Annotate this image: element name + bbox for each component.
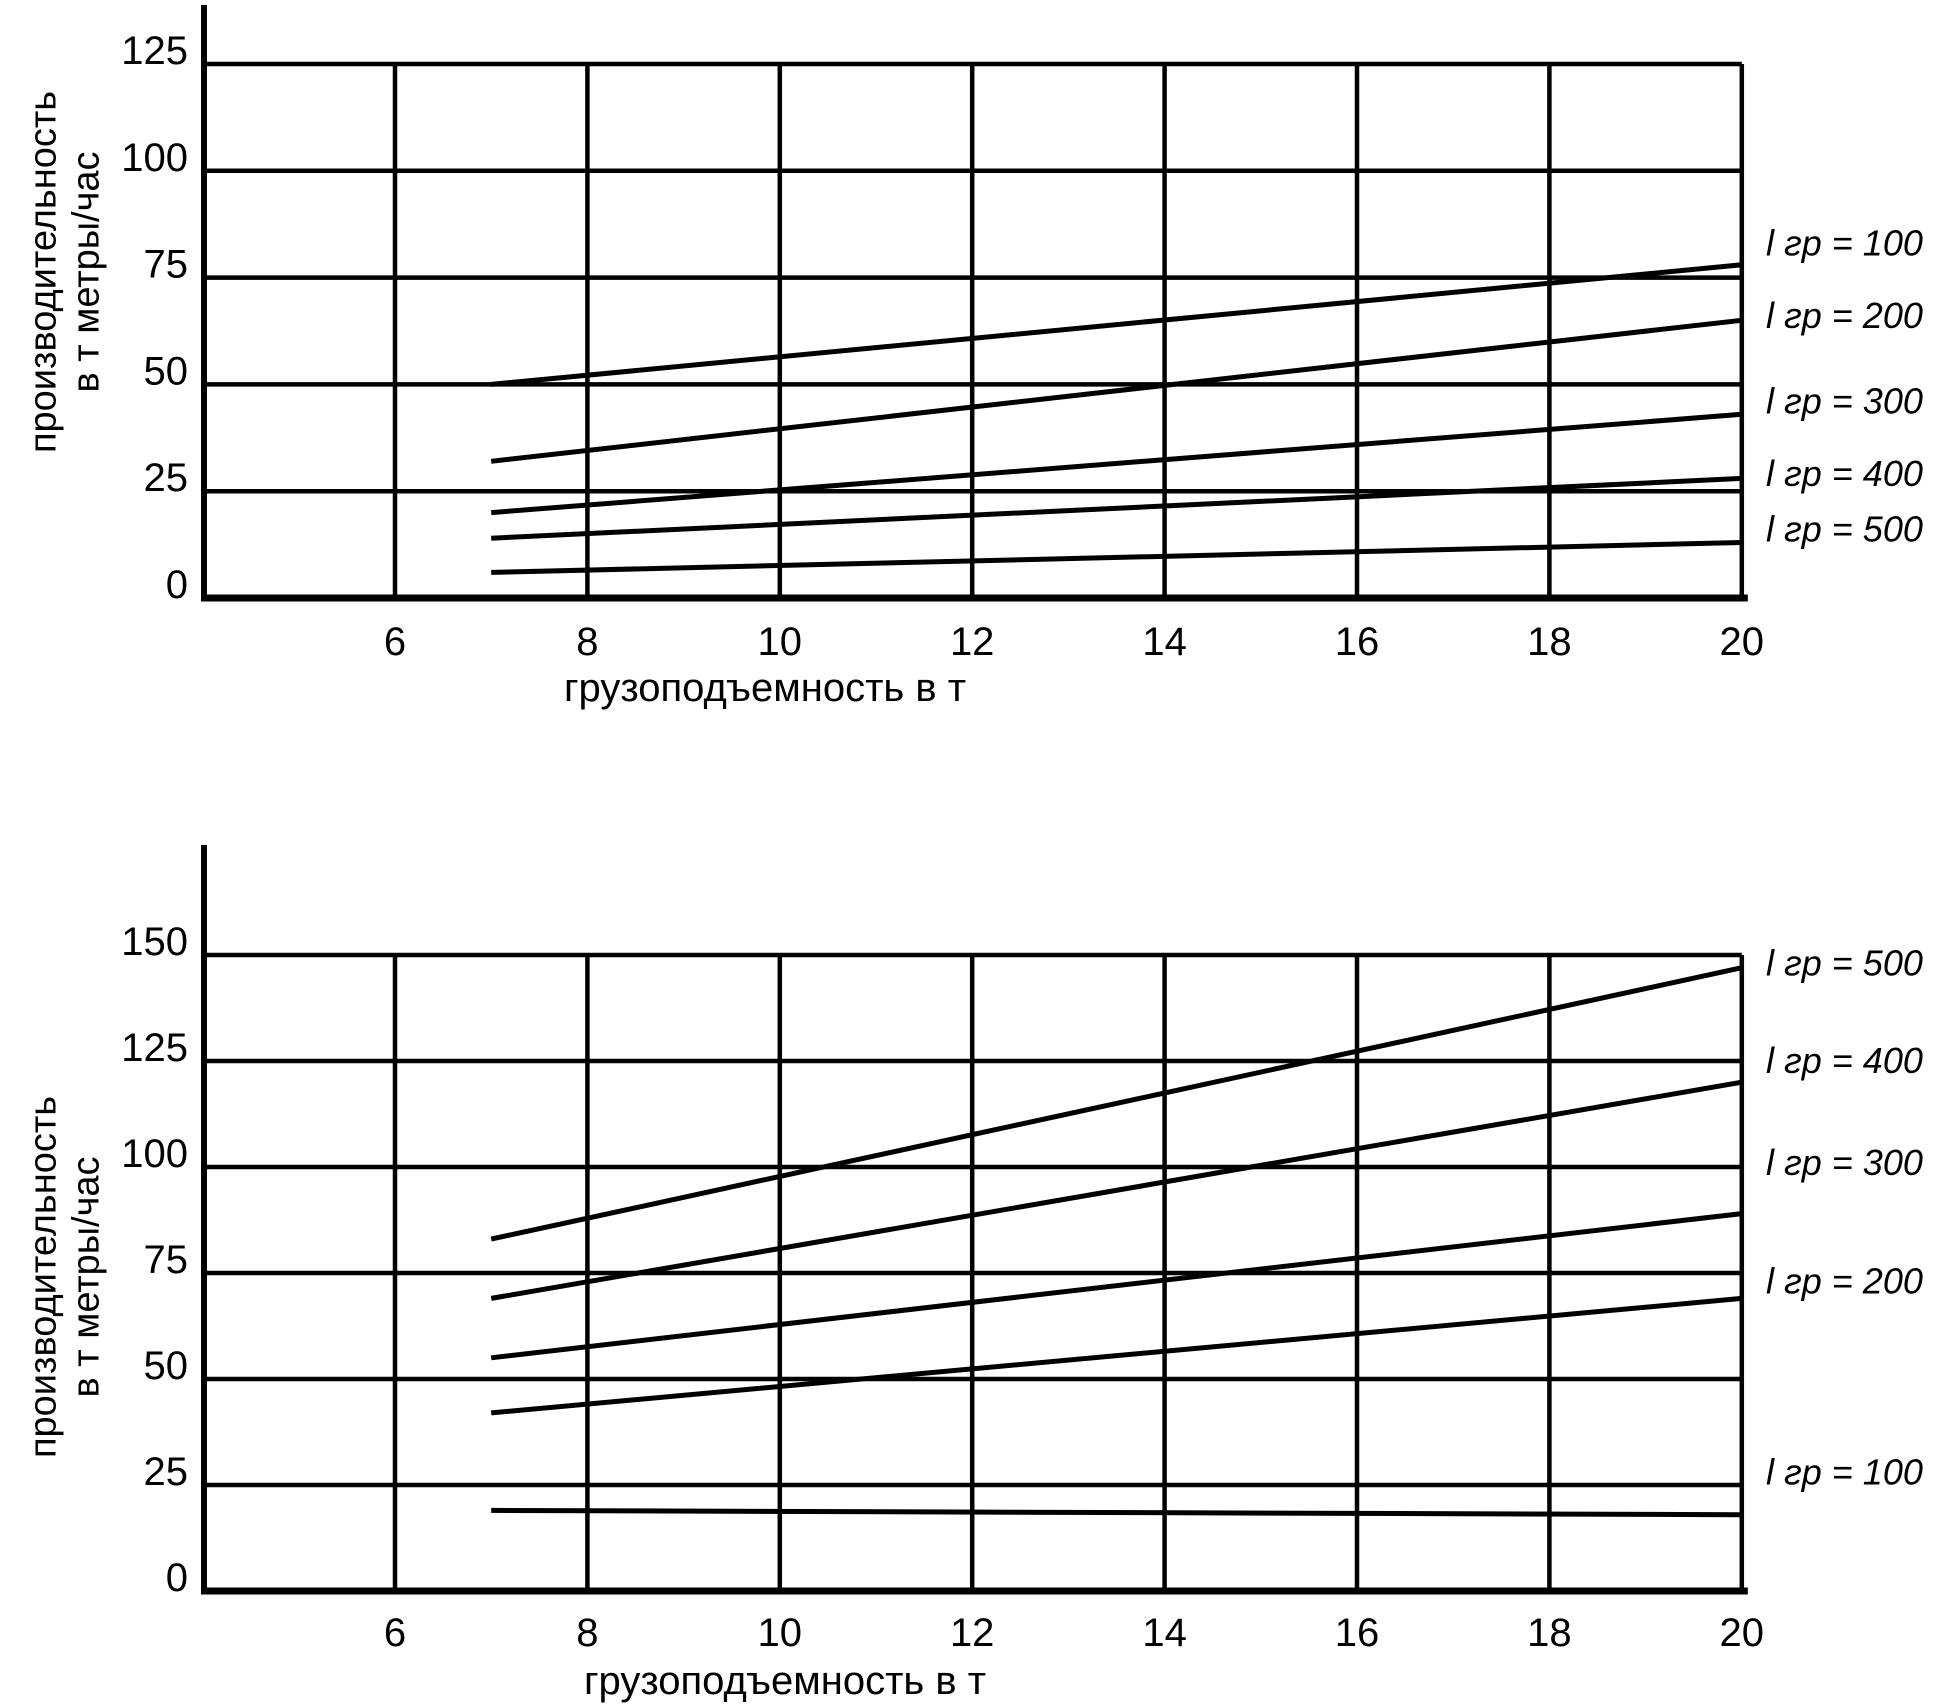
x-tick-label: 18 [1527,620,1572,664]
y-axis-title-line1: производительность [22,91,64,453]
y-tick-label: 125 [121,1026,188,1070]
y-tick-label: 0 [166,563,188,607]
x-tick-label: 8 [576,620,598,664]
series-label: l гр = 400 [1766,453,1923,494]
chart-bottom: 0 25 50 75 100 125 150 6 8 10 12 14 16 18 20 грузоподъе… [22,845,1923,1703]
y-axis-title-line2: в т метры/час [65,151,107,392]
series-label: l гр = 500 [1766,509,1923,550]
y-tick-label: 0 [166,1556,188,1600]
y-tick-label: 75 [144,243,189,287]
y-axis-title-line1: производительность [22,1096,64,1458]
x-tick-label: 10 [758,1611,803,1655]
series-label: l гр = 200 [1766,295,1923,336]
series-line-4 [490,1295,1743,1416]
series-line-3 [491,411,1742,516]
series-line-5 [491,1507,1742,1518]
y-tick-label: 25 [144,1450,189,1494]
x-tick-label: 20 [1720,1611,1765,1655]
y-tick-label: 50 [144,1344,189,1388]
x-tick-label: 16 [1335,620,1380,664]
series-line-1 [490,965,1743,1242]
chart-top: 0 25 50 75 100 125 6 8 10 12 14 16 18 20 грузоподъемно… [22,5,1923,710]
y-tick-label: 50 [144,349,189,393]
x-tick-label: 6 [384,620,406,664]
x-axis-title: грузоподъемность в т [564,666,966,710]
series-line-3 [490,1211,1743,1361]
series-label: l гр = 200 [1766,1260,1923,1301]
x-tick-label: 10 [758,620,803,664]
x-tick-label: 14 [1142,1611,1187,1655]
x-axis-title: грузоподъемность в т [584,1659,986,1703]
series-label: l гр = 500 [1766,942,1923,983]
series-line-4 [491,475,1742,541]
series-label: l гр = 100 [1766,1451,1923,1492]
x-tick-label: 18 [1527,1611,1572,1655]
series-line-2 [490,1079,1743,1301]
x-tick-label: 16 [1335,1611,1380,1655]
y-tick-label: 100 [121,136,188,180]
x-tick-label: 12 [950,620,995,664]
x-tick-label: 8 [576,1611,598,1655]
x-tick-label: 12 [950,1611,995,1655]
series-line-5 [491,540,1742,575]
y-tick-label: 75 [144,1238,189,1282]
y-tick-label: 150 [121,920,188,964]
x-tick-label: 20 [1720,620,1765,664]
x-tick-label: 14 [1142,620,1187,664]
series-label: l гр = 300 [1766,1142,1923,1183]
series-line-1 [490,262,1743,387]
series-label: l гр = 400 [1766,1040,1923,1081]
x-tick-label: 6 [384,1611,406,1655]
y-tick-label: 25 [144,456,189,500]
y-axis-title-line2: в т метры/час [65,1156,107,1397]
series-line-2 [490,317,1743,464]
series-label: l гр = 300 [1766,380,1923,421]
y-tick-label: 100 [121,1132,188,1176]
series-label: l гр = 100 [1766,222,1923,263]
y-tick-label: 125 [121,29,188,73]
